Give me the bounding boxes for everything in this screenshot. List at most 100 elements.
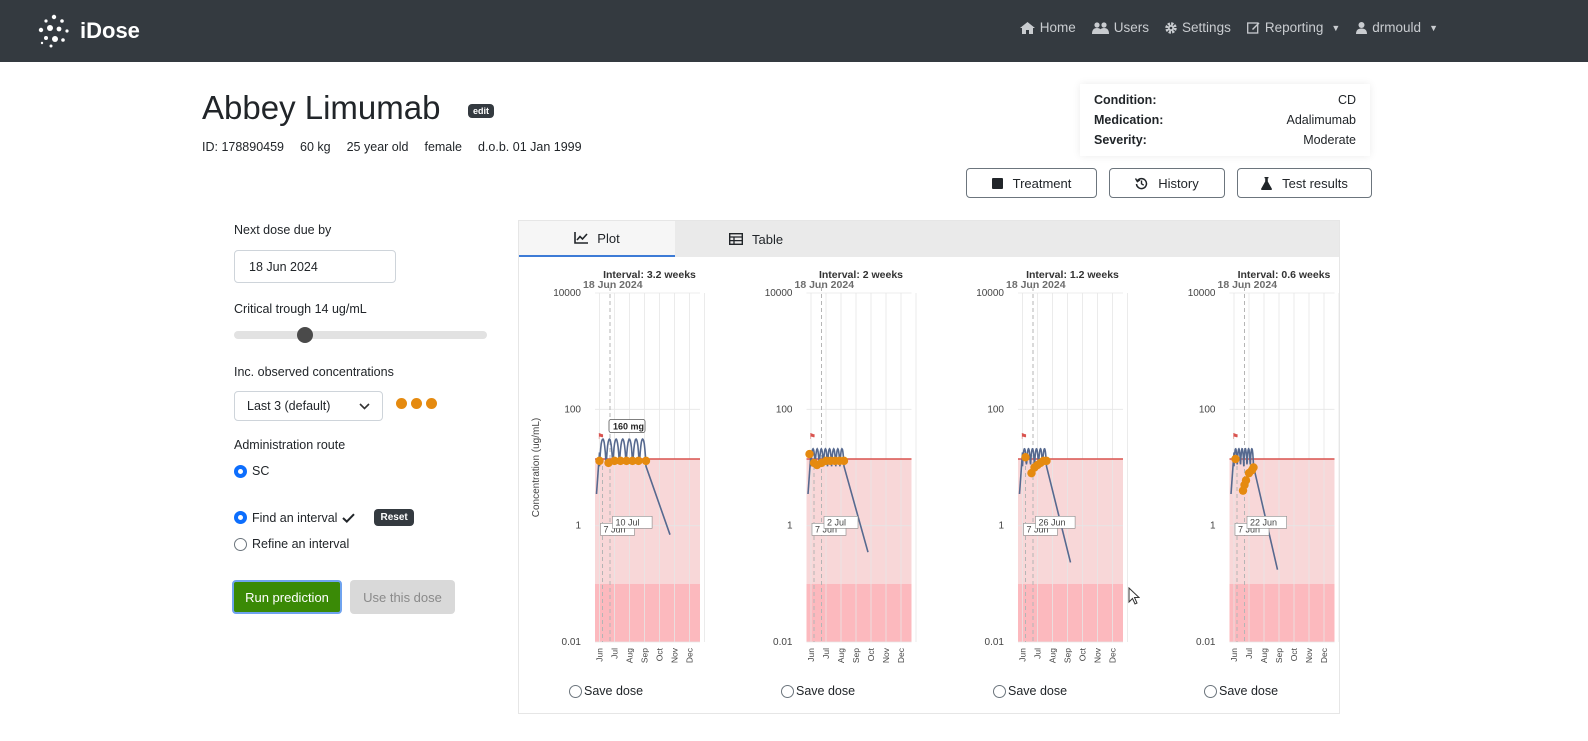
- date-annotation: 7 Jun: [815, 524, 837, 534]
- patient-sex: female: [424, 140, 462, 154]
- x-tick-label: Jun: [806, 648, 816, 662]
- idose-logo-icon: [38, 14, 69, 48]
- results-tabs: Plot Table: [519, 221, 1339, 257]
- reset-button[interactable]: Reset: [374, 509, 414, 526]
- refine-interval-option[interactable]: Refine an interval: [234, 537, 349, 551]
- chevron-down-icon: ▼: [1331, 22, 1341, 33]
- test-results-button[interactable]: Test results: [1237, 168, 1372, 198]
- route-sc-label: SC: [252, 464, 270, 478]
- y-tick-label: 0.01: [1196, 637, 1216, 648]
- find-interval-radio[interactable]: [234, 511, 247, 524]
- dose-date-label: 18 Jun 2024: [1006, 279, 1066, 291]
- save-dose-option-1[interactable]: Save dose: [569, 684, 643, 698]
- nav-user-label: drmould: [1372, 20, 1422, 35]
- slider-handle[interactable]: [296, 327, 313, 343]
- x-tick-label: Sep: [1063, 648, 1073, 663]
- dose-prediction-charts: 10000 100 1 0.01 Jun Jul Aug Sep Oct Nov Dec Interv…: [531, 269, 1339, 663]
- y-tick-label: 0.01: [985, 637, 1005, 648]
- y-tick-label: 1: [1210, 521, 1216, 532]
- nav-settings[interactable]: Settings: [1165, 20, 1231, 35]
- chart-title: Interval: 3.2 weeks: [603, 269, 696, 281]
- nav-home-label: Home: [1039, 20, 1076, 35]
- observed-dot: [411, 398, 422, 409]
- date-annotation-box: [1246, 516, 1287, 529]
- date-annotation: 2 Jul: [827, 517, 846, 527]
- tab-table[interactable]: Table: [729, 221, 783, 257]
- save-dose-radio[interactable]: [569, 684, 582, 698]
- edit-patient-button[interactable]: edit: [468, 104, 495, 118]
- next-dose-date-input[interactable]: 18 Jun 2024: [234, 250, 396, 283]
- users-icon: [1091, 21, 1109, 34]
- nav-reporting[interactable]: Reporting ▼: [1246, 20, 1341, 35]
- nav-users[interactable]: Users: [1091, 20, 1149, 35]
- save-dose-label: Save dose: [796, 684, 856, 698]
- x-tick-label: Jul: [821, 648, 831, 659]
- loading-dose-marker: ⚑: [1232, 432, 1239, 441]
- x-tick-label: Oct: [1078, 647, 1088, 661]
- treatment-button[interactable]: Treatment: [966, 168, 1097, 198]
- dose-date-label: 18 Jun 2024: [583, 279, 643, 291]
- results-panel: Plot Table 10000 100 1 0.01 Jun Jul Aug Sep Oct N…: [518, 220, 1340, 714]
- observed-point: [641, 456, 651, 466]
- tab-plot[interactable]: Plot: [519, 221, 675, 257]
- x-tick-label: Dec: [896, 647, 906, 663]
- subtherapeutic-band: [595, 583, 700, 642]
- save-dose-radio[interactable]: [1204, 684, 1217, 698]
- save-dose-option-2[interactable]: Save dose: [781, 684, 855, 698]
- y-tick-label: 100: [1199, 404, 1216, 415]
- date-annotation: 7 Jun: [1238, 524, 1260, 534]
- refine-interval-radio[interactable]: [234, 537, 247, 551]
- loading-dose-marker: ⚑: [1020, 432, 1027, 441]
- run-prediction-button[interactable]: Run prediction: [232, 580, 342, 614]
- brand-text: iDose: [80, 18, 140, 43]
- history-icon: [1135, 177, 1148, 189]
- use-this-dose-button[interactable]: Use this dose: [350, 580, 455, 614]
- critical-trough-slider[interactable]: [234, 327, 487, 343]
- route-sc-option[interactable]: SC: [234, 464, 269, 478]
- x-tick-label: Jun: [1229, 648, 1239, 662]
- observed-concentrations-label: Inc. observed concentrations: [234, 365, 394, 379]
- observed-point: [622, 456, 631, 466]
- medication-label: Medication:: [1094, 113, 1164, 127]
- date-annotation-box: [612, 516, 653, 529]
- history-button[interactable]: History: [1109, 168, 1225, 198]
- nav-reporting-label: Reporting: [1264, 20, 1324, 35]
- observed-point: [595, 456, 604, 466]
- date-annotation: 22 Jun: [1250, 517, 1277, 527]
- nav-home[interactable]: Home: [1019, 20, 1076, 35]
- x-tick-label: Jul: [610, 648, 620, 659]
- x-tick-label: Jul: [1033, 648, 1043, 659]
- patient-age: 25 year old: [346, 140, 409, 154]
- save-dose-radio[interactable]: [993, 684, 1006, 698]
- x-tick-label: Nov: [1304, 647, 1314, 663]
- save-dose-option-3[interactable]: Save dose: [993, 684, 1067, 698]
- tab-table-label: Table: [752, 231, 784, 247]
- x-tick-label: Nov: [670, 647, 680, 663]
- patient-meta: ID: 178890459 60 kg 25 year old female d…: [202, 140, 582, 154]
- route-sc-radio[interactable]: [234, 464, 247, 478]
- observed-point: [634, 456, 643, 466]
- observed-concentrations-select[interactable]: Last 3 (default): [234, 391, 383, 421]
- observed-point: [1042, 456, 1051, 466]
- navbar: iDose Home Users Settings Reporting ▼ dr…: [0, 0, 1588, 62]
- nav-user-menu[interactable]: drmould ▼: [1356, 20, 1438, 35]
- brand[interactable]: iDose: [36, 12, 140, 50]
- chart-title: Interval: 2 weeks: [819, 269, 903, 281]
- y-tick-label: 10000: [1188, 288, 1216, 299]
- save-dose-radio[interactable]: [781, 684, 794, 698]
- observed-point: [839, 456, 849, 466]
- table-icon: [729, 233, 743, 245]
- date-annotation-box: [1035, 516, 1076, 529]
- observed-point: [805, 449, 814, 459]
- observed-point: [1249, 463, 1258, 472]
- x-tick-label: Dec: [685, 647, 695, 663]
- observed-point: [1021, 453, 1030, 462]
- find-interval-option[interactable]: Find an interval Reset: [234, 509, 414, 526]
- patient-weight: 60 kg: [300, 140, 331, 154]
- user-icon: [1356, 21, 1368, 34]
- x-tick-label: Aug: [1259, 648, 1269, 663]
- save-dose-label: Save dose: [1219, 684, 1279, 698]
- save-dose-label: Save dose: [1008, 684, 1068, 698]
- flask-icon: [1261, 176, 1273, 190]
- save-dose-option-4[interactable]: Save dose: [1204, 684, 1278, 698]
